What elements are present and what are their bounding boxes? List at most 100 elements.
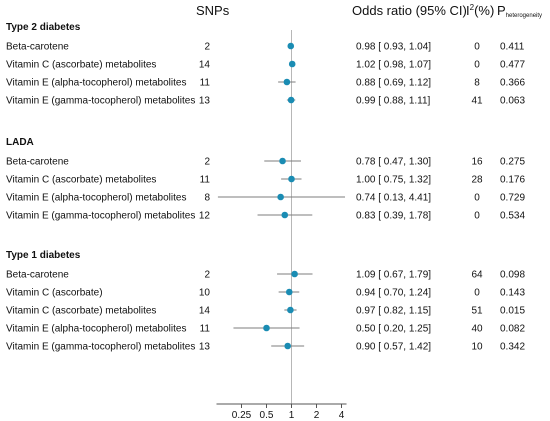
forest-row: Vitamin E (gamma-tocopherol) metabolites…	[6, 211, 525, 222]
row-label: Beta-carotene	[6, 42, 69, 53]
row-odds-ratio-ci: 0.98 [ 0.93, 1.04]	[356, 42, 431, 53]
row-p-heterogeneity: 0.063	[500, 96, 525, 107]
row-p-heterogeneity: 0.176	[500, 175, 525, 186]
row-odds-ratio-ci: 0.88 [ 0.69, 1.12]	[356, 78, 431, 89]
forest-row: Vitamin C (ascorbate) metabolites 14 0.97 …	[6, 306, 525, 317]
row-odds-ratio-ci: 1.00 [ 0.75, 1.32]	[356, 175, 431, 186]
point-estimate	[277, 193, 284, 201]
point-estimate	[288, 60, 296, 68]
row-snps: 8	[204, 193, 210, 204]
point-estimate	[285, 288, 293, 296]
forest-row: Beta-carotene 2 0.78 [ 0.47, 1.30] 16 0.275	[6, 157, 525, 168]
header-p-letter: P	[497, 3, 506, 18]
row-snps: 11	[200, 324, 211, 335]
row-odds-ratio-ci: 0.94 [ 0.70, 1.24]	[356, 288, 431, 299]
row-i2: 41	[471, 96, 483, 107]
row-p-heterogeneity: 0.082	[500, 324, 525, 335]
point-estimate	[284, 342, 291, 350]
x-axis: 0.25 0.5 1 2 4	[216, 403, 347, 421]
row-i2: 0	[474, 193, 480, 204]
row-snps: 10	[199, 288, 211, 299]
forest-row: Vitamin E (alpha-tocopherol) metabolites…	[6, 193, 525, 204]
row-label: Beta-carotene	[6, 157, 69, 168]
header-p-heterogeneity: Pheterogeneity	[497, 3, 542, 19]
row-odds-ratio-ci: 1.02 [ 0.98, 1.07]	[356, 60, 431, 71]
header-i2-percent: (%)	[474, 3, 494, 18]
point-estimate	[281, 211, 289, 219]
row-snps: 14	[199, 306, 211, 317]
row-i2: 8	[474, 78, 480, 89]
point-estimate	[283, 78, 291, 86]
header-i2: I2(%)	[466, 3, 494, 18]
row-i2: 28	[471, 175, 483, 186]
row-p-heterogeneity: 0.477	[500, 60, 525, 71]
point-estimate	[288, 175, 295, 183]
x-tick-label: 2	[314, 410, 320, 421]
row-label: Vitamin E (alpha-tocopherol) metabolites	[6, 193, 186, 204]
row-p-heterogeneity: 0.015	[500, 306, 525, 317]
header-i2-superscript: 2	[470, 3, 475, 12]
row-snps: 2	[204, 270, 210, 281]
row-snps: 14	[199, 60, 211, 71]
row-i2: 51	[471, 306, 483, 317]
row-i2: 16	[471, 157, 483, 168]
row-label: Vitamin E (gamma-tocopherol) metabolites	[6, 96, 195, 107]
row-i2: 0	[474, 211, 480, 222]
row-p-heterogeneity: 0.342	[500, 342, 525, 353]
group-title: LADA	[6, 137, 34, 148]
point-estimate	[287, 42, 295, 50]
x-tick-label: 4	[339, 410, 345, 421]
header-i2-letter: I	[466, 3, 470, 18]
point-estimate	[279, 157, 286, 165]
row-p-heterogeneity: 0.143	[500, 288, 525, 299]
forest-row: Vitamin E (alpha-tocopherol) metabolites…	[6, 78, 525, 89]
forest-row: Beta-carotene 2 1.09 [ 0.67, 1.79] 64 0.098	[6, 270, 525, 281]
row-odds-ratio-ci: 1.09 [ 0.67, 1.79]	[356, 270, 431, 281]
forest-row: Vitamin E (alpha-tocopherol) metabolites…	[6, 324, 525, 335]
row-p-heterogeneity: 0.534	[500, 211, 525, 222]
row-odds-ratio-ci: 0.78 [ 0.47, 1.30]	[356, 157, 431, 168]
row-label: Vitamin E (gamma-tocopherol) metabolites	[6, 211, 195, 222]
header-snps: SNPs	[196, 3, 230, 18]
row-odds-ratio-ci: 0.74 [ 0.13, 4.41]	[356, 193, 431, 204]
group-title: Type 1 diabetes	[6, 250, 81, 261]
point-estimate	[287, 96, 295, 104]
x-tick-label: 0.5	[260, 410, 274, 421]
row-i2: 64	[471, 270, 483, 281]
header-odds-ratio: Odds ratio (95% CI)	[352, 3, 467, 18]
forest-row: Vitamin E (gamma-tocopherol) metabolites…	[6, 342, 525, 353]
row-label: Vitamin E (alpha-tocopherol) metabolites	[6, 78, 186, 89]
forest-row: Vitamin C (ascorbate) metabolites 14 1.02 …	[6, 60, 525, 71]
row-label: Vitamin C (ascorbate)	[6, 288, 103, 299]
row-odds-ratio-ci: 0.83 [ 0.39, 1.78]	[356, 211, 431, 222]
row-snps: 13	[199, 342, 211, 353]
forest-row: Vitamin E (gamma-tocopherol) metabolites…	[6, 96, 525, 107]
row-p-heterogeneity: 0.275	[500, 157, 525, 168]
row-p-heterogeneity: 0.411	[500, 42, 525, 53]
row-label: Vitamin E (gamma-tocopherol) metabolites	[6, 342, 195, 353]
forest-row: Vitamin C (ascorbate) metabolites 11 1.00 …	[6, 175, 525, 186]
row-snps: 2	[204, 42, 210, 53]
row-p-heterogeneity: 0.366	[500, 78, 525, 89]
row-odds-ratio-ci: 0.99 [ 0.88, 1.11]	[356, 96, 431, 107]
x-tick-label: 1	[289, 410, 295, 421]
x-tick-label: 0.25	[232, 410, 252, 421]
point-estimate	[287, 306, 294, 314]
row-i2: 0	[474, 60, 480, 71]
rows-layer: Type 2 diabetes Beta-carotene 2 0.98 [ 0.93…	[6, 22, 525, 353]
forest-row: Vitamin C (ascorbate) 10 0.94 [ 0.70, 1.24…	[6, 288, 525, 299]
point-estimate	[291, 270, 298, 278]
row-snps: 11	[200, 78, 211, 89]
row-label: Vitamin C (ascorbate) metabolites	[6, 60, 156, 71]
point-estimate	[263, 324, 270, 332]
row-label: Vitamin C (ascorbate) metabolites	[6, 175, 156, 186]
row-snps: 13	[199, 96, 211, 107]
row-odds-ratio-ci: 0.97 [ 0.82, 1.15]	[356, 306, 431, 317]
row-i2: 0	[474, 42, 480, 53]
row-p-heterogeneity: 0.729	[500, 193, 525, 204]
row-snps: 2	[204, 157, 210, 168]
forest-row: Beta-carotene 2 0.98 [ 0.93, 1.04] 0 0.411	[6, 42, 525, 53]
row-p-heterogeneity: 0.098	[500, 270, 525, 281]
header-p-subscript: heterogeneity	[506, 13, 542, 19]
row-snps: 12	[199, 211, 211, 222]
